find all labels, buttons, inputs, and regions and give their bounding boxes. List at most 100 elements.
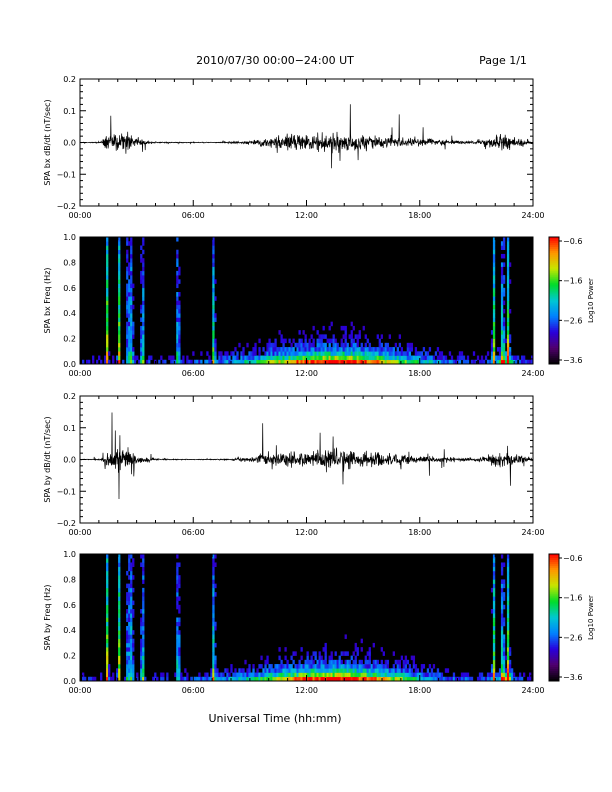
by-freq-colorbar-segment (549, 623, 559, 626)
bx-freq-cell (116, 355, 119, 361)
by-freq-cell (212, 676, 215, 681)
bx-freq-cell (352, 325, 355, 331)
by-freq-cell (356, 651, 359, 656)
by-freq-cell (106, 592, 109, 597)
bx-dbdt-y-tick-label: −0.2 (57, 202, 76, 211)
by-freq-cell (492, 642, 496, 648)
bx-freq-cell (414, 359, 418, 364)
bx-freq-cell (368, 351, 371, 356)
by-freq-cell (318, 651, 321, 656)
by-freq-cell (244, 672, 247, 678)
by-freq-cell (214, 672, 217, 678)
bx-freq-cell (410, 347, 414, 352)
by-freq-cell (130, 575, 133, 580)
by-freq-colorbar-segment (549, 663, 559, 666)
by-freq-cell (202, 676, 205, 681)
by-freq-cell (302, 676, 305, 681)
bx-freq-cell (322, 342, 325, 348)
by-freq-cell (394, 659, 397, 665)
by-freq-cell (274, 664, 277, 669)
by-freq-cell (214, 668, 217, 673)
by-freq-cell (334, 676, 337, 681)
bx-freq-cell (366, 338, 369, 344)
bx-freq-cell (442, 355, 446, 361)
by-freq-cell (342, 664, 345, 669)
by-freq-cell (392, 676, 395, 681)
bx-freq-cell (148, 359, 151, 364)
bx-freq-colorbar-segment (549, 278, 559, 282)
by-freq-cell (298, 676, 301, 681)
by-freq-cell (176, 642, 179, 648)
bx-freq-cell (294, 355, 297, 361)
by-freq-cell (500, 604, 504, 610)
by-freq-cell (420, 672, 424, 678)
bx-freq-cell (142, 279, 145, 284)
bx-freq-cell (130, 283, 133, 289)
bx-freq-cell (130, 296, 133, 301)
by-freq-cell (176, 630, 179, 635)
by-freq-cell (500, 587, 504, 593)
bx-freq-cell (234, 347, 237, 352)
by-freq-cell (334, 659, 337, 665)
by-freq-cell (178, 609, 181, 614)
bx-freq-cell (294, 351, 297, 356)
bx-freq-colorbar-segment (549, 262, 559, 266)
bx-freq-cell (366, 347, 369, 352)
bx-freq-cell (406, 351, 410, 356)
bx-freq-cell (118, 359, 121, 364)
bx-freq-cell (388, 359, 391, 364)
bx-freq-cell (296, 359, 299, 364)
by-freq-cell (220, 676, 223, 681)
by-freq-cell (142, 621, 145, 627)
by-freq-cell (176, 596, 179, 601)
bx-freq-cell (492, 300, 496, 306)
bx-freq-cell (118, 317, 121, 322)
by-freq-cell (118, 566, 121, 572)
by-freq-cell (130, 659, 133, 665)
by-freq-cell (346, 651, 349, 656)
by-freq-cell (124, 676, 127, 681)
by-freq-colorbar-segment (549, 665, 559, 668)
bx-freq-cell (498, 355, 502, 361)
by-freq-colorbar-segment (549, 637, 559, 640)
by-freq-cell (118, 579, 121, 584)
bx-freq-colorbar-segment (549, 310, 559, 313)
bx-freq-cell (106, 245, 109, 250)
by-freq-cell (204, 672, 207, 678)
bx-freq-colorbar-segment (549, 246, 559, 250)
by-freq-cell (142, 566, 145, 572)
bx-freq-cell (118, 347, 121, 352)
by-freq-cell (506, 668, 510, 673)
by-freq-cell (130, 562, 133, 567)
bx-freq-cell (350, 321, 353, 327)
by-freq-cell (212, 668, 215, 673)
bx-freq-cell (106, 266, 109, 272)
by-freq-cell (294, 651, 297, 656)
by-freq-cell (132, 638, 135, 644)
by-freq-cell (128, 676, 131, 681)
by-freq-cell (270, 672, 273, 678)
bx-freq-cell (344, 359, 347, 364)
bx-freq-cell (496, 359, 500, 364)
by-freq-cell (504, 672, 508, 678)
bx-freq-cell (176, 317, 179, 322)
bx-freq-cell (388, 351, 391, 356)
bx-freq-cell (176, 296, 179, 301)
bx-freq-cell (118, 300, 121, 306)
bx-freq-cell (130, 313, 133, 318)
bx-freq-cell (322, 355, 325, 361)
bx-freq-cell (506, 262, 510, 267)
by-freq-cell (406, 672, 410, 678)
by-freq-colorbar-tick-label: −1.6 (563, 594, 582, 603)
bx-freq-cell (212, 317, 215, 322)
bx-freq-cell (336, 342, 339, 348)
bx-freq-cell (308, 355, 311, 361)
bx-freq-cell (268, 347, 271, 352)
bx-freq-cell (298, 351, 301, 356)
bx-freq-cell (206, 351, 209, 356)
bx-freq-cell (128, 347, 131, 352)
bx-freq-cell (302, 342, 305, 348)
bx-freq-cell (424, 351, 428, 356)
by-freq-cell (316, 659, 319, 665)
bx-freq-y-tick-label: 0.4 (63, 309, 76, 318)
